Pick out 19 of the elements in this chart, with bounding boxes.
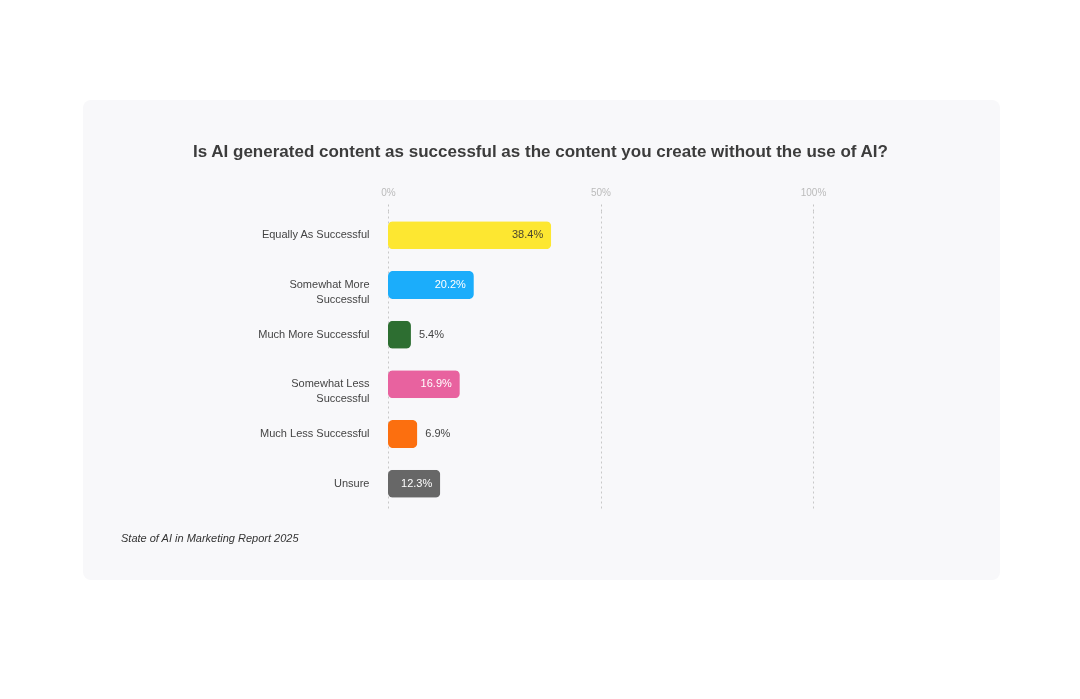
bar xyxy=(388,420,418,449)
y-tick-label: Unsure xyxy=(334,476,370,489)
data-label: 6.9% xyxy=(425,427,451,440)
data-label: 12.3% xyxy=(401,476,433,489)
data-label: 20.2% xyxy=(434,277,467,290)
bar xyxy=(388,221,552,250)
text: State of AI in Marketing Report 2025 xyxy=(121,532,299,544)
data-label: 38.4% xyxy=(512,228,544,241)
y-tick-label: Much More Successful xyxy=(258,327,370,340)
y-tick-label: Much Less Successful xyxy=(260,427,370,440)
x-tick-label: 100% xyxy=(800,186,827,198)
data-label: 5.4% xyxy=(418,327,445,340)
bar xyxy=(388,270,474,299)
chart-title: Is AI generated content as successful as the content you create without the use of AI? xyxy=(193,142,888,161)
y-tick-label: Equally As Successful xyxy=(261,228,370,241)
y-tick-label: Somewhat More Successful xyxy=(289,277,370,305)
x-tick-label: 50% xyxy=(590,186,612,198)
data-label: 16.9% xyxy=(420,377,453,390)
y-tick-label: Somewhat Less Successful xyxy=(291,377,370,405)
